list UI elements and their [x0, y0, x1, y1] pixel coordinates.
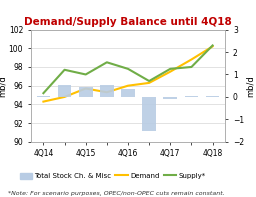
Text: *Note: For scenario purposes, OPEC/non-OPEC cuts remain constant.: *Note: For scenario purposes, OPEC/non-O… — [8, 191, 225, 196]
Bar — [79, 87, 93, 97]
Bar — [100, 85, 114, 97]
Bar — [206, 96, 219, 97]
Bar — [142, 97, 156, 131]
Bar — [121, 89, 135, 97]
Bar — [58, 85, 71, 97]
Y-axis label: mb/d: mb/d — [246, 75, 254, 97]
Legend: Total Stock Ch. & Misc, Demand, Supply*: Total Stock Ch. & Misc, Demand, Supply* — [17, 170, 208, 182]
Bar — [37, 96, 50, 97]
Y-axis label: mb/d: mb/d — [0, 75, 7, 97]
Bar — [185, 96, 198, 97]
Bar — [163, 97, 177, 99]
Title: Demand/Supply Balance until 4Q18: Demand/Supply Balance until 4Q18 — [24, 17, 232, 27]
